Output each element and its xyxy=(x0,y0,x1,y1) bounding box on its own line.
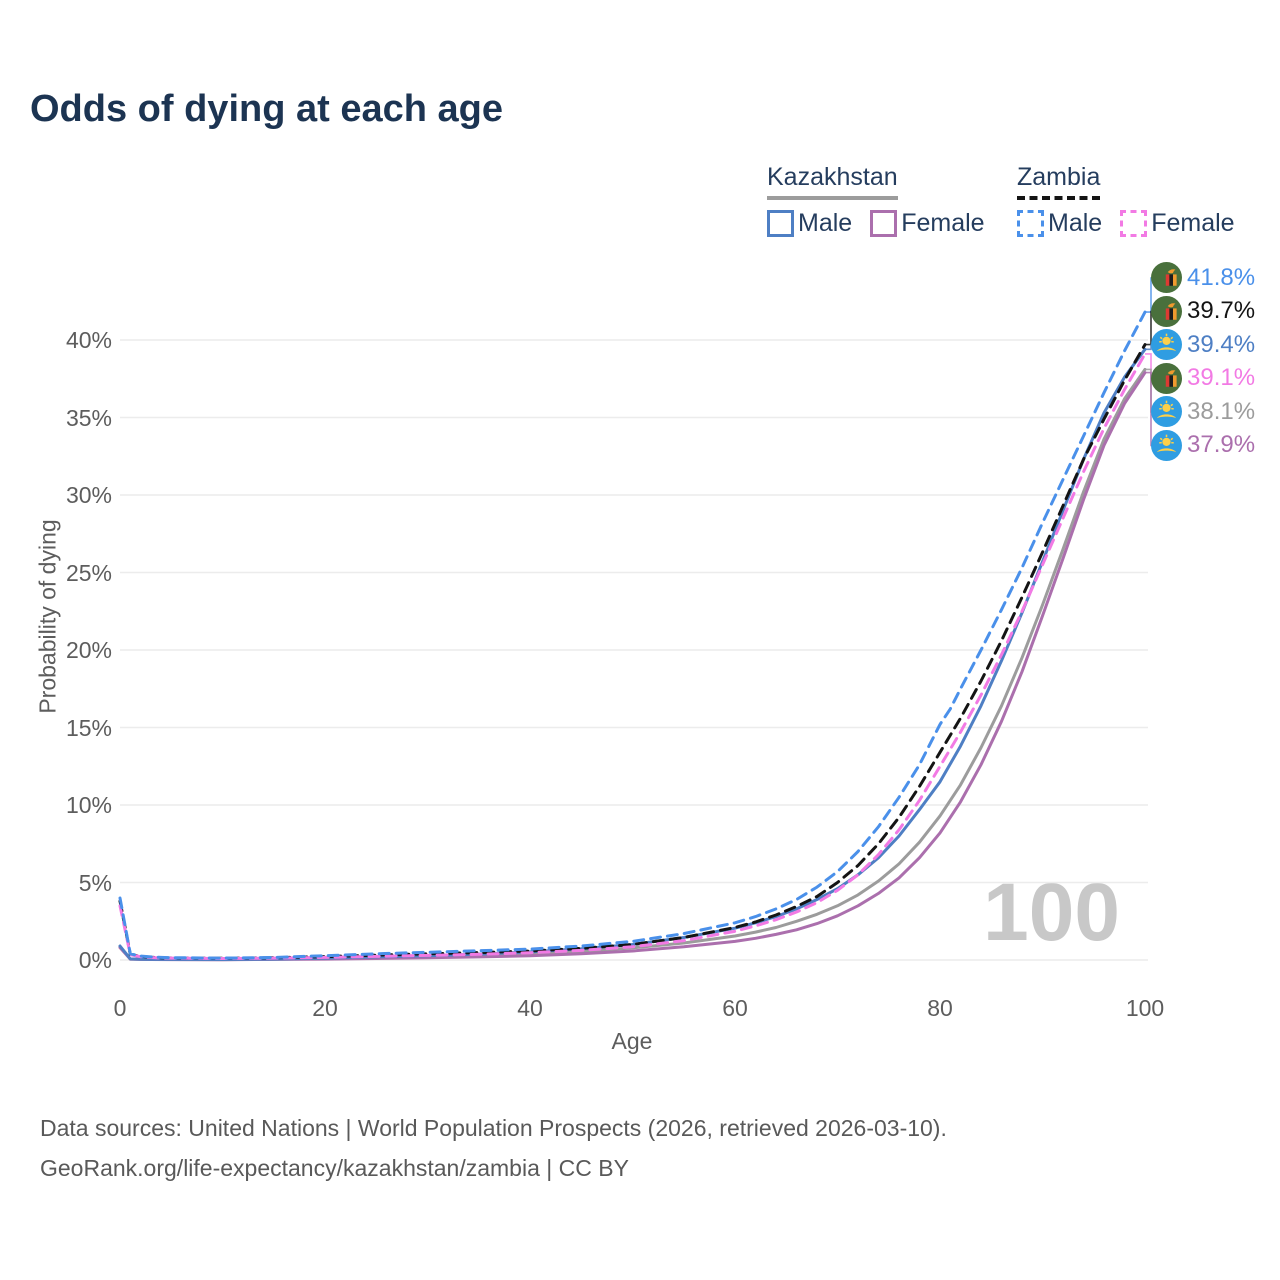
age-watermark: 100 xyxy=(983,867,1120,958)
x-tick-label: 80 xyxy=(927,995,953,1021)
kazakhstan-male-swatch-icon xyxy=(767,210,794,237)
legend-group-kazakhstan: Kazakhstan Male Female xyxy=(767,163,985,238)
source-line-1: Data sources: United Nations | World Pop… xyxy=(40,1115,947,1141)
x-tick-label: 20 xyxy=(312,995,338,1021)
zambia-flag-icon xyxy=(1151,295,1182,327)
y-tick-label: 35% xyxy=(65,404,112,431)
legend-header-kazakhstan[interactable]: Kazakhstan xyxy=(767,163,898,200)
series-kazakhstan-female[interactable] xyxy=(118,371,1147,962)
page-title: Odds of dying at each age xyxy=(30,88,503,130)
zambia-female-swatch-icon xyxy=(1120,210,1148,237)
series-zambia[interactable] xyxy=(118,343,1147,960)
end-value: 38.1% xyxy=(1187,397,1256,425)
series-zambia-male[interactable] xyxy=(118,310,1147,960)
series-zambia-female[interactable] xyxy=(118,352,1147,960)
kazakhstan-female-swatch-icon xyxy=(870,210,898,237)
x-tick-label: 0 xyxy=(113,995,127,1021)
legend-label: Male xyxy=(798,209,853,237)
y-tick-label: 0% xyxy=(78,947,112,973)
series-kazakhstan-male[interactable] xyxy=(118,347,1147,961)
end-label-zambia-male[interactable]: 41.8% xyxy=(1151,262,1255,293)
kazakhstan-flag-icon xyxy=(1151,329,1182,360)
legend-item-kazakhstan-male[interactable]: Male xyxy=(767,209,852,238)
end-value: 39.7% xyxy=(1187,297,1256,324)
y-tick-label: 20% xyxy=(65,637,112,663)
legend-label: Female xyxy=(901,209,985,237)
kazakhstan-flag-icon xyxy=(1151,396,1182,427)
end-value: 41.8% xyxy=(1187,263,1256,291)
legend-item-zambia-female[interactable]: Female xyxy=(1120,209,1235,238)
y-axis-title: Probability of dying xyxy=(34,519,61,714)
y-tick-label: 15% xyxy=(65,714,112,741)
end-label-kazakhstan-female[interactable]: 37.9% xyxy=(1151,429,1256,461)
legend-item-kazakhstan-female[interactable]: Female xyxy=(870,209,985,238)
y-tick-label: 25% xyxy=(65,559,112,586)
series-kazakhstan[interactable] xyxy=(118,367,1147,962)
x-tick-label: 60 xyxy=(722,995,748,1021)
source-line-2[interactable]: GeoRank.org/life-expectancy/kazakhstan/z… xyxy=(40,1155,629,1181)
data-source: Data sources: United Nations | World Pop… xyxy=(40,1108,947,1188)
y-tick-label: 10% xyxy=(65,792,112,818)
end-label-zambia-female[interactable]: 39.1% xyxy=(1151,362,1256,394)
x-tick-label: 40 xyxy=(517,995,543,1021)
end-value: 39.1% xyxy=(1187,364,1256,391)
end-label-kazakhstan-male[interactable]: 39.4% xyxy=(1151,329,1255,360)
end-value: 39.4% xyxy=(1187,330,1256,358)
legend-item-zambia-male[interactable]: Male xyxy=(1017,209,1102,238)
kazakhstan-flag-icon xyxy=(1151,429,1182,461)
legend-label: Male xyxy=(1048,209,1103,237)
legend-label: Female xyxy=(1151,209,1235,237)
end-label-kazakhstan-total[interactable]: 38.1% xyxy=(1151,396,1255,427)
legend-group-zambia: Zambia Male Female xyxy=(1017,163,1235,238)
x-axis-title: Age xyxy=(611,1028,653,1054)
zambia-flag-icon xyxy=(1151,262,1182,293)
end-value: 37.9% xyxy=(1187,431,1256,458)
x-tick-label: 100 xyxy=(1125,995,1165,1021)
y-tick-label: 30% xyxy=(65,482,112,508)
zambia-male-swatch-icon xyxy=(1017,210,1044,237)
zambia-flag-icon xyxy=(1151,362,1182,394)
legend-header-zambia[interactable]: Zambia xyxy=(1017,163,1101,200)
y-tick-label: 5% xyxy=(78,869,112,896)
end-label-zambia-total[interactable]: 39.7% xyxy=(1151,295,1256,327)
y-tick-label: 40% xyxy=(65,327,112,353)
